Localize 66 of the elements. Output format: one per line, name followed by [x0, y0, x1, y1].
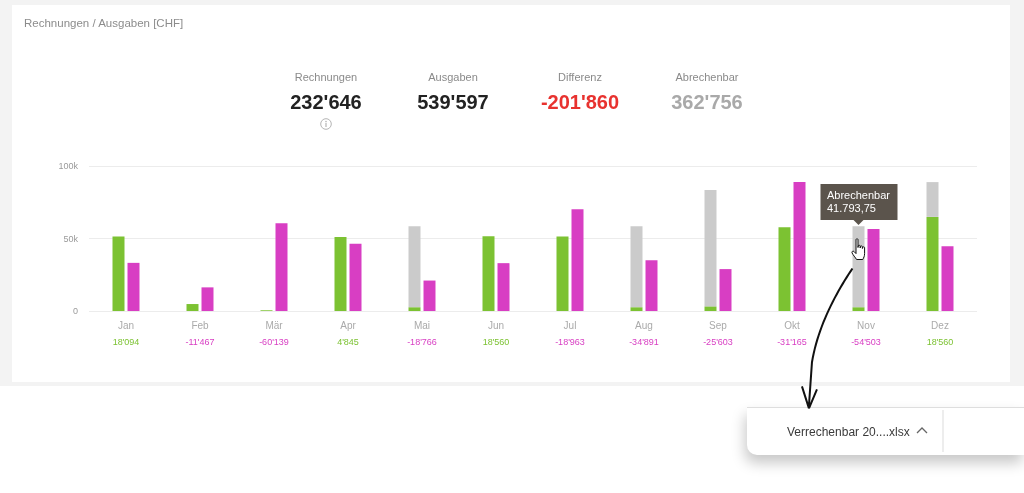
y-tick-label: 50k	[63, 233, 79, 244]
text: 232'646	[290, 91, 362, 113]
bar	[630, 226, 643, 308]
bar	[704, 189, 717, 307]
bar	[186, 304, 199, 311]
bar	[926, 216, 939, 311]
text: -18'766	[407, 336, 437, 347]
x-tick-label: Sep	[709, 319, 728, 331]
text: -54'503	[851, 336, 881, 347]
text: Abrechenbar	[675, 70, 739, 83]
x-tick-label: Mär	[265, 319, 284, 331]
x-tick-label: Apr	[340, 319, 357, 331]
bar	[704, 306, 717, 311]
x-tick-label: Okt	[784, 319, 800, 331]
x-tick-label: Nov	[857, 319, 875, 331]
bar	[556, 236, 569, 311]
bar	[423, 280, 436, 311]
bar	[630, 307, 643, 311]
bar	[497, 263, 510, 311]
bar	[867, 228, 880, 311]
x-tick-label: Jan	[117, 319, 135, 331]
text: Ausgaben	[428, 70, 478, 83]
bar	[719, 269, 732, 311]
bar	[408, 226, 421, 308]
bar	[201, 287, 214, 311]
text: -18'963	[555, 336, 585, 347]
y-tick-label: 0	[72, 306, 78, 316]
x-tick-label: Jun	[487, 319, 505, 331]
text: 4'845	[337, 336, 359, 347]
bar	[926, 182, 939, 217]
bar	[112, 236, 125, 311]
bar	[334, 236, 347, 311]
text: Verrechenbar 20....xlsx	[787, 425, 910, 439]
tooltip-box: Abrechenbar 41.793,75	[820, 184, 897, 226]
chart-title: Rechnungen / Ausgaben [CHF]	[24, 17, 184, 30]
x-tick-label: Aug	[635, 319, 653, 331]
bar	[852, 307, 865, 311]
text: -34'891	[629, 336, 659, 347]
bar	[127, 262, 140, 311]
x-tick-label: Dez	[931, 319, 949, 331]
text: 539'597	[417, 91, 489, 113]
bar	[645, 260, 658, 311]
bar	[349, 243, 362, 311]
bar	[793, 181, 806, 311]
bar	[778, 227, 791, 311]
text: 362'756	[671, 91, 743, 113]
text: -11'467	[185, 336, 215, 347]
text: 18'560	[926, 336, 954, 347]
x-tick-label: Feb	[191, 319, 210, 331]
text: 18'560	[482, 336, 510, 347]
text: 18'094	[112, 336, 140, 347]
bar	[482, 236, 495, 311]
bar	[571, 209, 584, 311]
text: -25'603	[703, 336, 733, 347]
bar	[408, 307, 421, 311]
text: -60'139	[259, 336, 289, 347]
y-tick-label: 100k	[58, 161, 79, 171]
annotation: Abrechenbar 41.793,75	[827, 189, 890, 216]
text: Rechnungen	[294, 70, 358, 83]
bar	[941, 246, 954, 311]
bar	[275, 223, 288, 311]
x-tick-label: Mai	[413, 319, 431, 331]
text: -31'165	[777, 336, 807, 347]
text: -201'860	[540, 91, 620, 113]
text: Differenz	[558, 70, 602, 83]
x-tick-label: Jul	[563, 319, 577, 331]
